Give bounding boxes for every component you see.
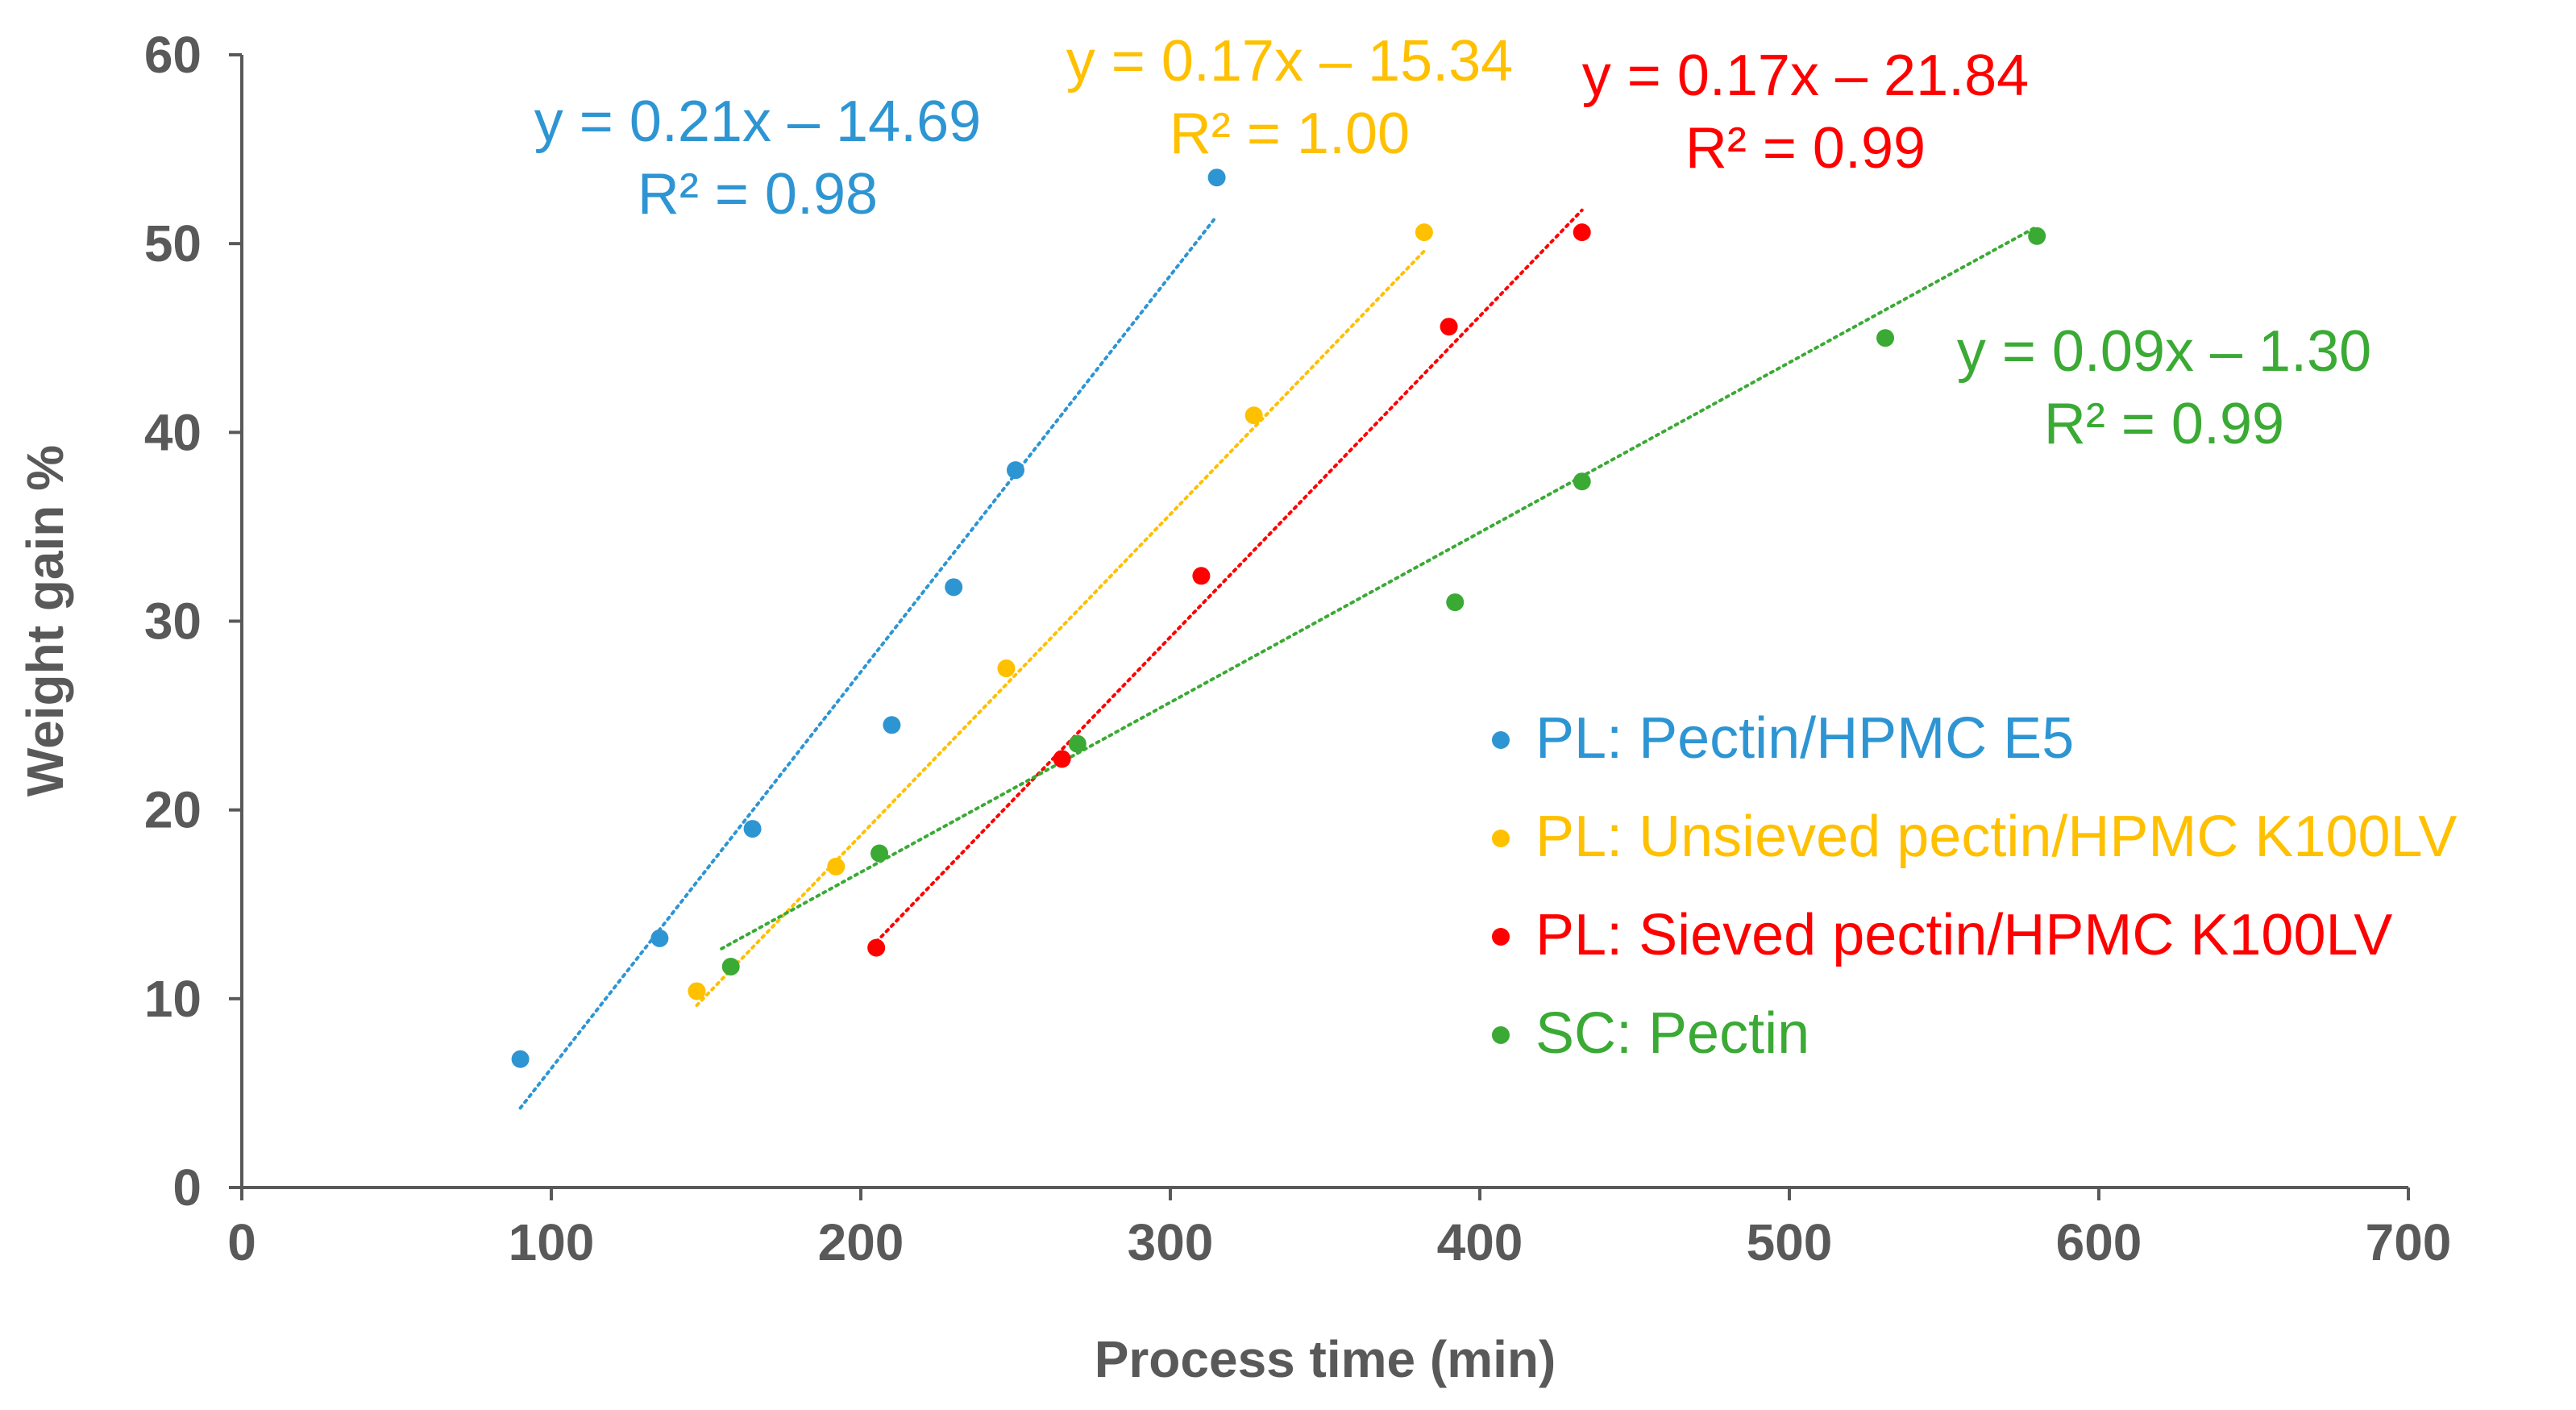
x-tick-label: 500 [1747,1213,1833,1271]
equation-label-pl-unsieved-pectin-hpmc-k100lv: y = 0.17x – 15.34 [1066,29,1513,94]
legend: PL: Pectin/HPMC E5 PL: Unsieved pectin/HP… [1492,706,2457,1066]
r2-label-pl-pectin-hpmc-e5: R² = 0.98 [638,162,878,227]
data-point-sc-pectin [1876,329,1895,347]
x-tick-label: 600 [2056,1213,2142,1271]
data-point-pl-sieved-pectin-hpmc-k100lv [1440,318,1458,336]
r2-label-pl-unsieved-pectin-hpmc-k100lv: R² = 1.00 [1170,102,1410,166]
y-tick-label: 60 [144,26,202,84]
legend-label-pl-sieved-pectin-hpmc-k100lv: PL: Sieved pectin/HPMC K100LV [1535,903,2392,967]
data-point-pl-pectin-hpmc-e5 [511,1050,530,1068]
data-point-pl-pectin-hpmc-e5 [743,820,762,838]
x-tick-label: 200 [818,1213,904,1271]
data-point-sc-pectin [1068,734,1086,753]
equation-label-sc-pectin: y = 0.09x – 1.30 [1957,319,2371,384]
data-point-pl-unsieved-pectin-hpmc-k100lv [827,857,846,876]
legend-marker-pl-unsieved-pectin-hpmc-k100lv [1492,830,1510,847]
y-tick-label: 10 [144,970,202,1028]
trendline-pl-unsieved-pectin-hpmc-k100lv [695,249,1426,1008]
data-point-sc-pectin [2028,227,2046,245]
y-tick-label: 20 [144,781,202,839]
y-axis-title: Weight gain % [16,445,74,797]
data-point-sc-pectin [870,844,889,863]
x-tick-label: 100 [509,1213,595,1271]
data-point-pl-pectin-hpmc-e5 [1007,461,1024,480]
data-point-pl-sieved-pectin-hpmc-k100lv [1573,223,1591,242]
data-point-pl-sieved-pectin-hpmc-k100lv [867,938,886,957]
legend-label-sc-pectin: SC: Pectin [1535,1001,1809,1066]
data-point-pl-unsieved-pectin-hpmc-k100lv [1244,406,1263,425]
data-point-pl-unsieved-pectin-hpmc-k100lv [997,659,1016,678]
x-tick-label: 0 [227,1213,256,1271]
data-points [511,168,2046,1068]
equation-label-pl-sieved-pectin-hpmc-k100lv: y = 0.17x – 21.84 [1582,44,2029,108]
x-tick-label: 400 [1437,1213,1523,1271]
trendline-equations: y = 0.21x – 14.69 R² = 0.98 y = 0.17x – 15… [534,29,2371,456]
y-tick-label: 50 [144,214,202,272]
trendline-sc-pectin [720,225,2039,950]
data-point-pl-sieved-pectin-hpmc-k100lv [1053,750,1071,768]
data-point-pl-pectin-hpmc-e5 [1207,168,1226,187]
y-tick-label: 40 [144,403,202,461]
legend-marker-sc-pectin [1492,1026,1510,1044]
data-point-sc-pectin [1446,593,1465,612]
data-point-pl-pectin-hpmc-e5 [945,578,963,597]
legend-marker-pl-sieved-pectin-hpmc-k100lv [1492,928,1510,946]
x-tick-label: 700 [2366,1213,2452,1271]
legend-label-pl-unsieved-pectin-hpmc-k100lv: PL: Unsieved pectin/HPMC K100LV [1535,805,2457,869]
legend-label-pl-pectin-hpmc-e5: PL: Pectin/HPMC E5 [1535,706,2074,771]
data-point-pl-unsieved-pectin-hpmc-k100lv [1415,223,1433,242]
axes [240,55,2408,1189]
y-tick-label: 30 [144,593,202,651]
r2-label-sc-pectin: R² = 0.99 [2044,392,2284,456]
ticks [229,53,2410,1200]
data-point-sc-pectin [721,958,740,976]
legend-marker-pl-pectin-hpmc-e5 [1492,731,1510,749]
x-tick-label: 300 [1128,1213,1214,1271]
y-tick-label: 0 [172,1158,202,1217]
trendline-pl-pectin-hpmc-e5 [518,214,1219,1110]
data-point-pl-pectin-hpmc-e5 [650,929,669,947]
trendline-pl-sieved-pectin-hpmc-k100lv [875,208,1584,944]
data-point-sc-pectin [1573,472,1591,491]
equation-label-pl-pectin-hpmc-e5: y = 0.21x – 14.69 [534,89,981,154]
data-point-pl-sieved-pectin-hpmc-k100lv [1192,567,1211,585]
data-point-pl-pectin-hpmc-e5 [883,716,901,734]
data-point-pl-unsieved-pectin-hpmc-k100lv [688,982,706,1000]
x-axis-title: Process time (min) [1095,1330,1556,1388]
trendlines [518,208,2039,1110]
r2-label-pl-sieved-pectin-hpmc-k100lv: R² = 0.99 [1685,116,1926,181]
tick-labels: 0 100 200 300 400 500 600 700 0 10 20 30 40 50 60 [144,26,2452,1271]
